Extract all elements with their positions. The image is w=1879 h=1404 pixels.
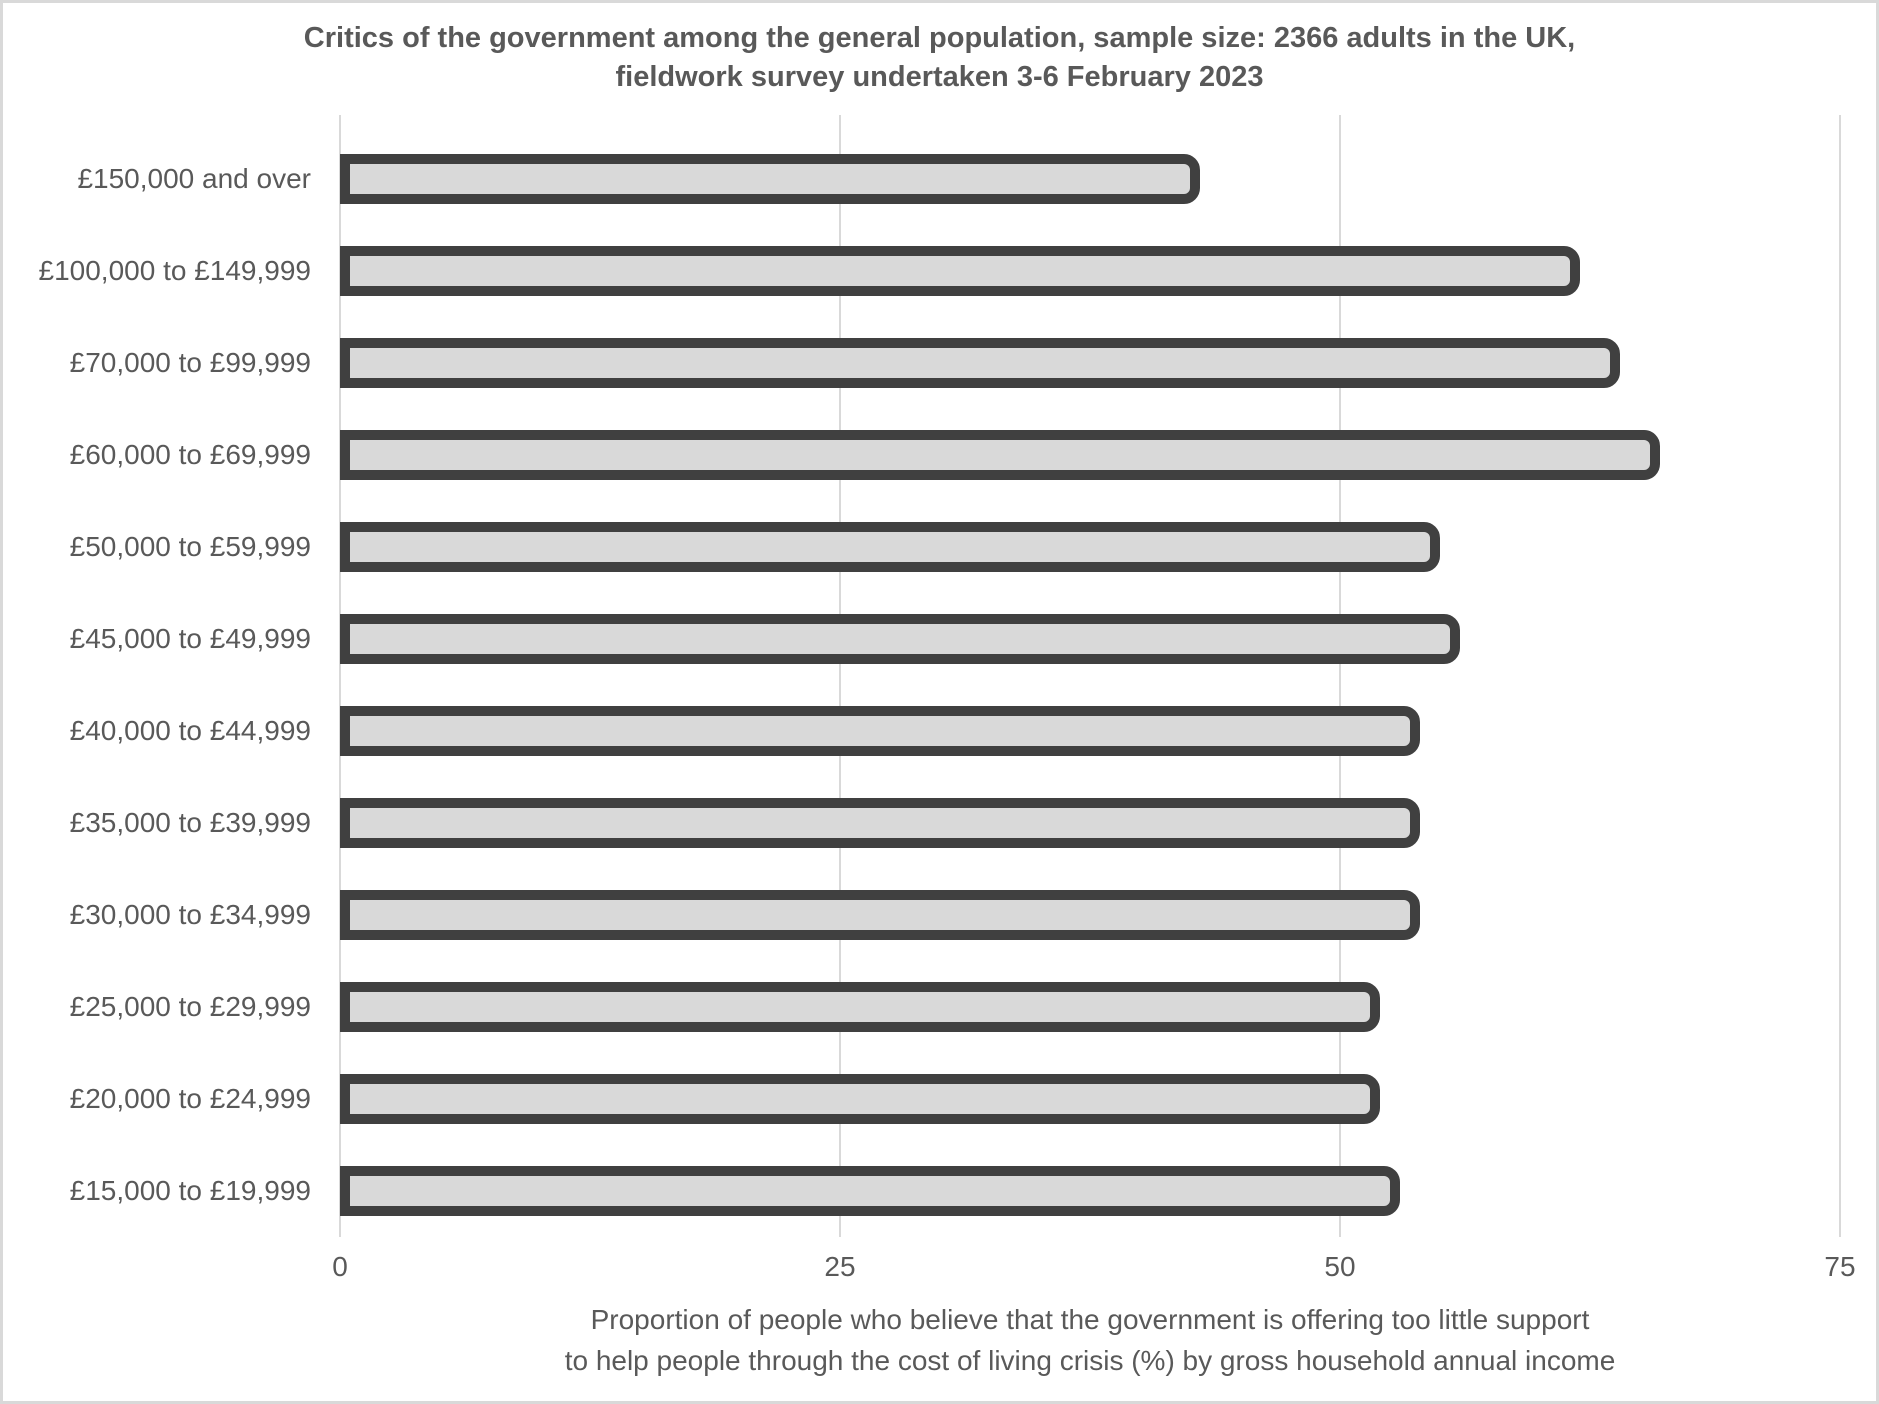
bar-row: [340, 1145, 1840, 1237]
bar: [340, 246, 1580, 296]
bar: [340, 982, 1380, 1032]
chart-title-line-2: fieldwork survey undertaken 3-6 February…: [615, 61, 1264, 93]
bar-row: [340, 1053, 1840, 1145]
x-tick-label: 50: [1324, 1251, 1356, 1282]
x-axis-label: Proportion of people who believe that th…: [340, 1299, 1840, 1381]
bar-row: [340, 961, 1840, 1053]
bar-row: [340, 593, 1840, 685]
bar: [340, 1074, 1380, 1124]
category-label: £100,000 to £149,999: [38, 255, 311, 286]
bar-row: [340, 777, 1840, 869]
category-label: £40,000 to £44,999: [69, 715, 311, 746]
bar-row: [340, 317, 1840, 409]
bar-row: [340, 225, 1840, 317]
bar: [340, 1166, 1400, 1216]
plot-area: [339, 115, 1841, 1237]
bar: [340, 154, 1200, 204]
bar: [340, 706, 1420, 756]
chart-title: Critics of the government among the gene…: [3, 19, 1876, 97]
bar-row: [340, 869, 1840, 961]
bar-row: [340, 133, 1840, 225]
bar-rows: [340, 133, 1840, 1237]
bar-row: [340, 501, 1840, 593]
x-tick-label: 0: [332, 1251, 348, 1282]
category-label: £150,000 and over: [77, 163, 311, 194]
category-label: £45,000 to £49,999: [69, 623, 311, 654]
gridline: [1339, 115, 1341, 1237]
bar-row: [340, 685, 1840, 777]
category-label: £60,000 to £69,999: [69, 439, 311, 470]
bar: [340, 890, 1420, 940]
gridline: [1839, 115, 1841, 1237]
bar: [340, 522, 1440, 572]
category-label: £20,000 to £24,999: [69, 1083, 311, 1114]
bar: [340, 798, 1420, 848]
x-tick-label: 25: [824, 1251, 856, 1282]
y-axis-line: [339, 115, 341, 1237]
x-axis-label-line-1: Proportion of people who believe that th…: [590, 1304, 1590, 1335]
category-label: £70,000 to £99,999: [69, 347, 311, 378]
bar-row: [340, 409, 1840, 501]
bar: [340, 430, 1660, 480]
gridline: [839, 115, 841, 1237]
category-label: £30,000 to £34,999: [69, 899, 311, 930]
category-label: £25,000 to £29,999: [69, 991, 311, 1022]
category-label: £15,000 to £19,999: [69, 1175, 311, 1206]
bar: [340, 338, 1620, 388]
x-tick-label: 75: [1824, 1251, 1856, 1282]
category-labels: £150,000 and over £100,000 to £149,999 £70…: [3, 133, 311, 1237]
x-axis-ticks: 0 25 50 75: [332, 1251, 1855, 1287]
bar: [340, 614, 1460, 664]
category-label: £50,000 to £59,999: [69, 531, 311, 562]
category-label: £35,000 to £39,999: [69, 807, 311, 838]
x-axis-label-line-2: to help people through the cost of livin…: [564, 1345, 1616, 1376]
chart-title-line-1: Critics of the government among the gene…: [303, 22, 1576, 54]
